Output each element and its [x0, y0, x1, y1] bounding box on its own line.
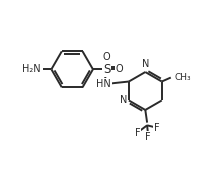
Text: H₂N: H₂N	[22, 64, 41, 74]
Text: F: F	[135, 128, 141, 138]
Text: N: N	[142, 59, 149, 69]
Text: F: F	[154, 123, 159, 133]
Text: F: F	[145, 132, 151, 142]
Text: N: N	[120, 96, 127, 106]
Text: O: O	[115, 64, 123, 74]
Text: CH₃: CH₃	[175, 72, 192, 82]
Text: O: O	[103, 52, 110, 62]
Text: HN: HN	[96, 79, 111, 89]
Text: S: S	[103, 63, 110, 76]
